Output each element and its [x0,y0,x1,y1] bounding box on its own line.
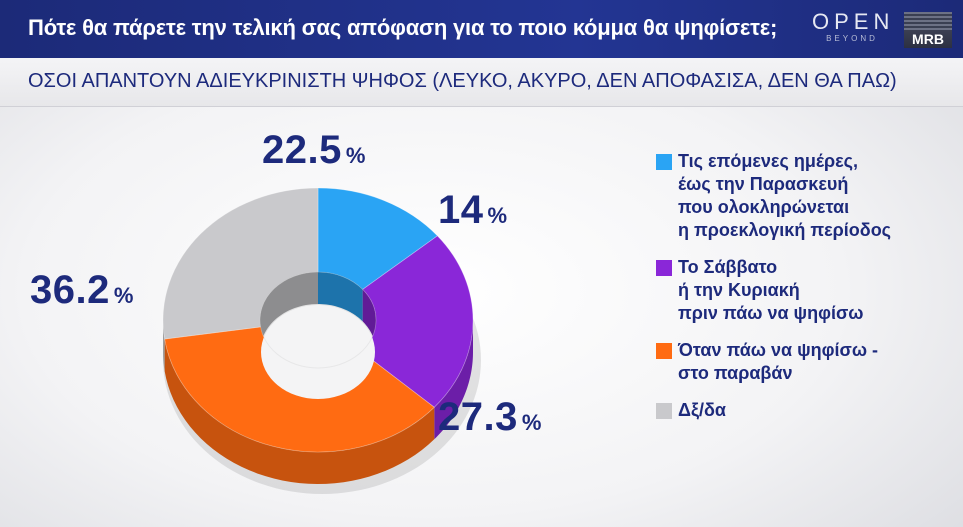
legend-item-1: Το Σάββατο ή την Κυριακή πριν πάω να ψηφίσ… [656,256,956,325]
legend-swatch [656,403,672,419]
legend-text-line: η προεκλογική περίοδος [678,220,892,240]
legend-text-line: Όταν πάω να ψηφίσω - [678,340,879,360]
subtitle-bar [0,58,963,107]
legend-text-line: έως την Παρασκευή [678,174,849,194]
legend-text-line: Δξ/δα [678,400,726,420]
slice-side-3 [163,320,165,372]
legend-text-line: ή την Κυριακή [678,280,800,300]
value-label-unit: % [113,283,134,308]
legend-swatch [656,154,672,170]
legend-item-3: Δξ/δα [656,399,956,422]
legend-text-line: Το Σάββατο [678,257,778,277]
legend: Τις επόμενες ημέρες, έως την Παρασκευή που… [656,150,956,422]
slice-side-1 [434,320,473,440]
value-label-unit: % [345,143,366,168]
value-label-number: 22.5 [262,128,342,172]
mrb-logo-text: MRB [912,31,944,47]
chart-title: Πότε θα πάρετε την τελική σας απόφαση γι… [28,15,778,40]
value-label-unit: % [487,203,508,228]
legend-swatch [656,343,672,359]
chart-subtitle: ΟΣΟΙ ΑΠΑΝΤΟΥΝ ΑΔΙΕΥΚΡΙΝΙΣΤΗ ΨΗΦΟΣ (ΛΕΥΚΟ… [28,70,897,92]
header-bar: Πότε θα πάρετε την τελική σας απόφαση γι… [0,0,963,58]
donut-hole-rim [259,271,377,369]
donut-chart [162,187,481,494]
legend-text-line: Τις επόμενες ημέρες, [678,151,858,171]
slice-inner-wall-0 [318,272,363,322]
value-label-number: 14 [438,188,484,232]
mrb-logo: MRB [904,12,952,48]
legend-text-line: στο παραβάν [678,363,793,383]
value-label-0: 14% [438,188,507,233]
slice-top-1 [360,235,474,408]
legend-text-line: που ολοκληρώνεται [678,197,850,217]
slice-top-0 [317,187,439,290]
value-label-3: 27.3% [438,395,541,440]
legend-item-2: Όταν πάω να ψηφίσω - στο παραβάν [656,339,956,385]
value-label-1: 22.5% [262,128,365,173]
legend-swatch [656,260,672,276]
donut-hole [261,305,375,399]
value-label-number: 27.3 [438,395,518,439]
legend-item-0: Τις επόμενες ημέρες, έως την Παρασκευή που… [656,150,956,242]
value-label-unit: % [521,410,542,435]
slice-inner-wall-3 [260,272,318,352]
value-label-2: 36.2% [30,268,133,313]
value-label-number: 36.2 [30,268,110,312]
slice-side-2 [164,339,435,484]
open-logo-word: OPEN [812,9,895,34]
mrb-logo-stripes [904,12,952,30]
open-logo-sub: BEYOND [826,34,878,43]
slice-top-3 [162,187,319,340]
slice-inner-wall-1 [362,289,376,352]
open-logo: OPEN BEYOND [812,10,892,50]
legend-text-line: πριν πάω να ψηφίσω [678,303,864,323]
